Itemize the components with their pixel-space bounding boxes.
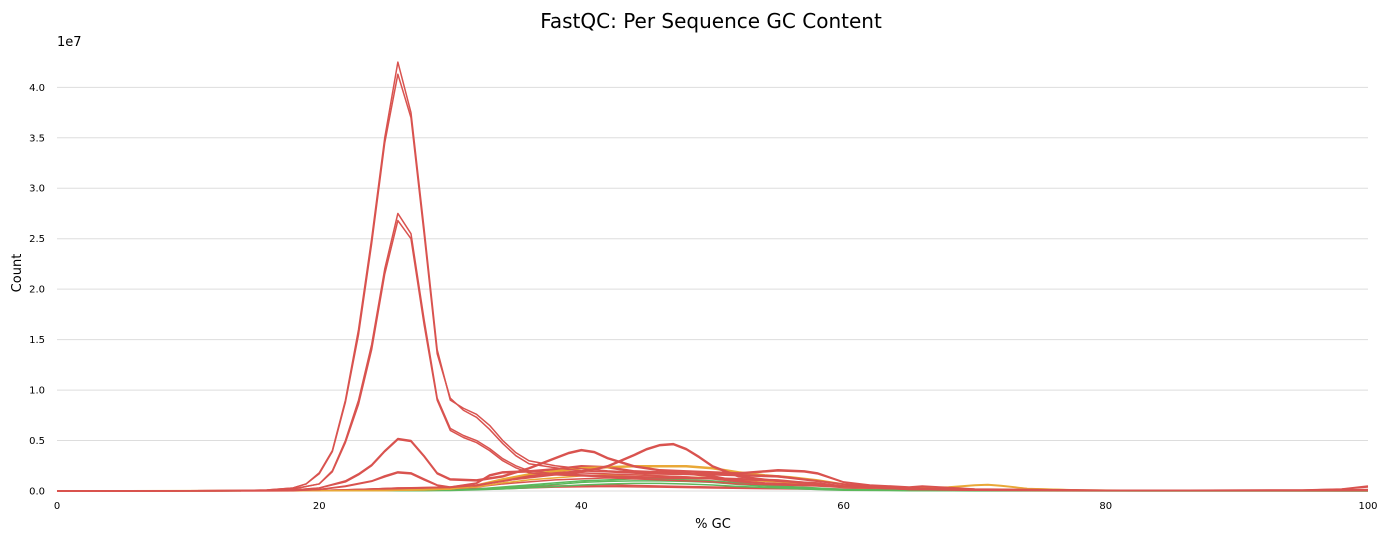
y-tick-label: 4.0 <box>29 83 45 94</box>
x-axis-label: % GC <box>695 517 731 532</box>
y-tick-label: 2.5 <box>29 234 45 245</box>
y-tick-label: 1.5 <box>29 335 45 346</box>
sample-series-line <box>56 61 1368 492</box>
y-axis-label: Count <box>10 254 25 293</box>
x-tick-label: 100 <box>1358 501 1377 512</box>
x-tick-label: 0 <box>54 501 60 512</box>
y-tick-label: 0.0 <box>29 487 45 498</box>
x-tick-label: 80 <box>1099 501 1112 512</box>
chart-title: FastQC: Per Sequence GC Content <box>540 9 882 33</box>
y-axis-ticks: 0.0 0.5 1.0 1.5 2.0 2.5 3.0 3.5 4.0 <box>29 83 45 498</box>
x-tick-label: 60 <box>837 501 850 512</box>
y-tick-label: 3.5 <box>29 133 45 144</box>
y-axis-exponent-label: 1e7 <box>57 35 82 50</box>
series-lines <box>56 61 1369 492</box>
y-tick-label: 0.5 <box>29 436 45 447</box>
y-tick-label: 3.0 <box>29 184 45 195</box>
sample-series-line <box>56 437 1368 492</box>
y-tick-label: 2.0 <box>29 285 45 296</box>
y-tick-label: 1.0 <box>29 386 45 397</box>
x-axis-ticks: 0 20 40 60 80 100 <box>54 501 1378 512</box>
sample-series-line <box>56 212 1368 492</box>
x-tick-label: 40 <box>575 501 588 512</box>
x-tick-label: 20 <box>313 501 326 512</box>
sample-series-line <box>56 478 1369 492</box>
grid-lines <box>57 86 1368 492</box>
